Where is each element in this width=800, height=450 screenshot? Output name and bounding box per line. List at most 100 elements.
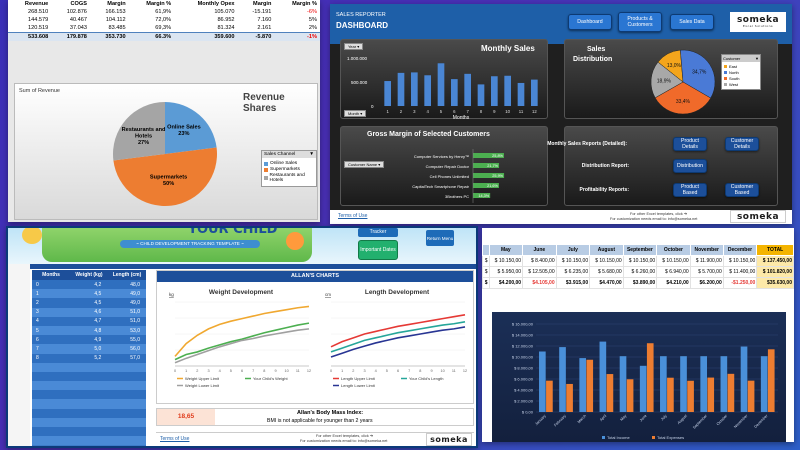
y-tick-label: $ 0,00 bbox=[522, 410, 534, 415]
table-cell[interactable]: 49,0 bbox=[130, 290, 141, 297]
return-menu-button[interactable]: Return Menu bbox=[426, 230, 454, 246]
table-cell[interactable]: 0 bbox=[36, 281, 39, 288]
footer-email-text[interactable]: For customization needs email to: info@s… bbox=[300, 439, 388, 443]
table-cell[interactable]: 5,0 bbox=[94, 345, 102, 352]
table-cell[interactable]: $3.915,00 bbox=[555, 277, 591, 289]
sales-channel-slicer[interactable]: Sales Channel ▼ Online Sales Supermarkets… bbox=[261, 150, 317, 187]
table-cell[interactable]: 4,8 bbox=[94, 327, 102, 334]
table-cell[interactable]: 57,0 bbox=[130, 355, 141, 362]
table-cell[interactable]: 51,0 bbox=[130, 318, 141, 325]
table-cell[interactable]: $35.630,00 bbox=[756, 277, 794, 289]
footer-email-text[interactable]: For customization needs email to: info@s… bbox=[610, 217, 698, 221]
report-button[interactable]: Distribution bbox=[673, 159, 707, 173]
table-cell[interactable]: $ 6.260,00 bbox=[622, 266, 658, 278]
table-cell[interactable]: $4.210,00 bbox=[656, 277, 691, 289]
month-filter[interactable]: Month ▾ bbox=[344, 110, 367, 117]
table-cell[interactable]: 3 bbox=[36, 309, 39, 316]
table-cell[interactable]: 51,0 bbox=[130, 309, 141, 316]
table-cell[interactable]: $ 11.900,00 bbox=[689, 255, 724, 267]
table-cell[interactable]: $ 10.150,00 bbox=[488, 255, 524, 267]
table-cell[interactable]: -$1.250,00 bbox=[722, 277, 758, 289]
table-cell[interactable]: $ 10.150,00 bbox=[589, 255, 624, 267]
table-cell[interactable]: $ 10.150,00 bbox=[555, 255, 591, 267]
report-button[interactable]: Customer Based bbox=[725, 183, 759, 197]
table-cell[interactable]: 4 bbox=[36, 318, 39, 325]
column-header: Weight (kg) bbox=[75, 272, 103, 278]
table-cell[interactable]: $ 12.505,00 bbox=[522, 266, 557, 278]
filter-icon[interactable]: ▼ bbox=[755, 56, 759, 61]
table-cell[interactable]: 6 bbox=[36, 336, 39, 343]
table-cell[interactable]: $4.200,00 bbox=[488, 277, 524, 289]
table-cell[interactable]: 2 bbox=[36, 299, 39, 306]
table-cell[interactable]: 53,0 bbox=[130, 327, 141, 334]
monthly-sales-bar bbox=[424, 75, 431, 106]
table-cell[interactable]: 4,5 bbox=[94, 290, 102, 297]
nav-sales-data-button[interactable]: Sales Data bbox=[670, 14, 714, 30]
someka-logo[interactable]: someka Excel Solutions bbox=[730, 12, 786, 32]
income-bar bbox=[720, 356, 728, 412]
table-cell[interactable]: $4.105,00 bbox=[522, 277, 557, 289]
terms-of-use-link[interactable]: Terms of Use bbox=[338, 213, 368, 219]
table-row bbox=[32, 362, 146, 372]
table-cell: 61,9% bbox=[155, 9, 172, 15]
report-button[interactable]: Product Details bbox=[673, 137, 707, 151]
table-cell[interactable]: $ 10.150,00 bbox=[722, 255, 758, 267]
filter-icon[interactable]: ▼ bbox=[309, 152, 314, 157]
table-cell[interactable]: $ bbox=[482, 266, 490, 278]
customer-slicer[interactable]: Customer ▼ East North South West bbox=[721, 54, 761, 90]
table-cell[interactable]: $ 5.700,00 bbox=[689, 266, 724, 278]
table-cell[interactable]: $ 11.400,00 bbox=[722, 266, 758, 278]
table-cell[interactable]: $ 101.820,00 bbox=[756, 266, 794, 278]
table-cell[interactable]: $ 5.950,00 bbox=[488, 266, 524, 278]
table-cell[interactable]: $ 6.235,00 bbox=[555, 266, 591, 278]
table-cell[interactable]: $4.470,00 bbox=[589, 277, 624, 289]
x-tick-label: June bbox=[639, 414, 648, 423]
year-filter[interactable]: Year ▾ bbox=[344, 43, 364, 50]
table-cell[interactable]: 55,0 bbox=[130, 336, 141, 343]
table-cell[interactable]: $ 10.150,00 bbox=[656, 255, 691, 267]
nav-dashboard-button[interactable]: Dashboard bbox=[568, 14, 612, 30]
table-row bbox=[32, 381, 146, 391]
table-cell[interactable]: $6.200,00 bbox=[689, 277, 724, 289]
table-cell[interactable]: $ 10.150,00 bbox=[622, 255, 658, 267]
table-cell[interactable]: $3.890,00 bbox=[622, 277, 658, 289]
table-cell[interactable]: 8 bbox=[36, 355, 39, 362]
table-cell[interactable]: 5 bbox=[36, 327, 39, 334]
table-cell[interactable]: 56,0 bbox=[130, 345, 141, 352]
table-cell[interactable]: 5,2 bbox=[94, 355, 102, 362]
table-cell[interactable]: $ 137.450,00 bbox=[756, 255, 794, 267]
table-cell[interactable]: $ 5.680,00 bbox=[589, 266, 624, 278]
table-cell[interactable]: $ 6.940,00 bbox=[656, 266, 691, 278]
column-header: September bbox=[622, 244, 658, 256]
income-bar bbox=[559, 347, 566, 412]
table-cell[interactable]: 4,5 bbox=[94, 299, 102, 306]
table-cell[interactable]: 7 bbox=[36, 345, 39, 352]
x-tick-label: 1 bbox=[185, 369, 187, 373]
table-cell[interactable]: $ bbox=[482, 277, 490, 289]
table-cell[interactable]: 4,2 bbox=[94, 281, 102, 288]
table-cell[interactable]: $ bbox=[482, 255, 490, 267]
growth-table-header: Months Weight (kg) Length (cm) bbox=[32, 270, 146, 280]
report-button[interactable]: Product Based bbox=[673, 183, 707, 197]
customer-name-filter[interactable]: Customer Name ▾ bbox=[344, 161, 385, 168]
report-button[interactable]: Customer Details bbox=[725, 137, 759, 151]
table-cell[interactable]: 1 bbox=[36, 290, 39, 297]
important-dates-button[interactable]: Important Dates bbox=[358, 240, 398, 260]
table-cell: -15.191 bbox=[252, 9, 272, 15]
table-cell[interactable]: 4,6 bbox=[94, 309, 102, 316]
table-cell[interactable]: $ 8.400,00 bbox=[522, 255, 557, 267]
footer-someka-logo[interactable]: someka bbox=[426, 433, 472, 446]
legend-item: Online Sales bbox=[264, 161, 314, 166]
footer-someka-logo[interactable]: someka bbox=[730, 210, 786, 223]
footer-templates-text[interactable]: For other Excel templates, click ➔ bbox=[316, 434, 373, 438]
table-cell[interactable]: 48,0 bbox=[130, 281, 141, 288]
table-cell[interactable]: 49,0 bbox=[130, 299, 141, 306]
table-cell[interactable]: 4,7 bbox=[94, 318, 102, 325]
pie-slice bbox=[680, 49, 716, 99]
footer-templates-text[interactable]: For other Excel templates, click ➔ bbox=[630, 212, 687, 216]
nav-products-customers-button[interactable]: Products & Customers bbox=[618, 12, 662, 32]
terms-of-use-link[interactable]: Terms of Use bbox=[160, 436, 190, 442]
expenses-body: $ $ 10.150,00 $ 8.400,00 $ 10.150,00 $ 10.15… bbox=[482, 255, 794, 289]
tracker-button[interactable]: Tracker bbox=[358, 228, 398, 237]
table-cell[interactable]: 4,9 bbox=[94, 336, 102, 343]
